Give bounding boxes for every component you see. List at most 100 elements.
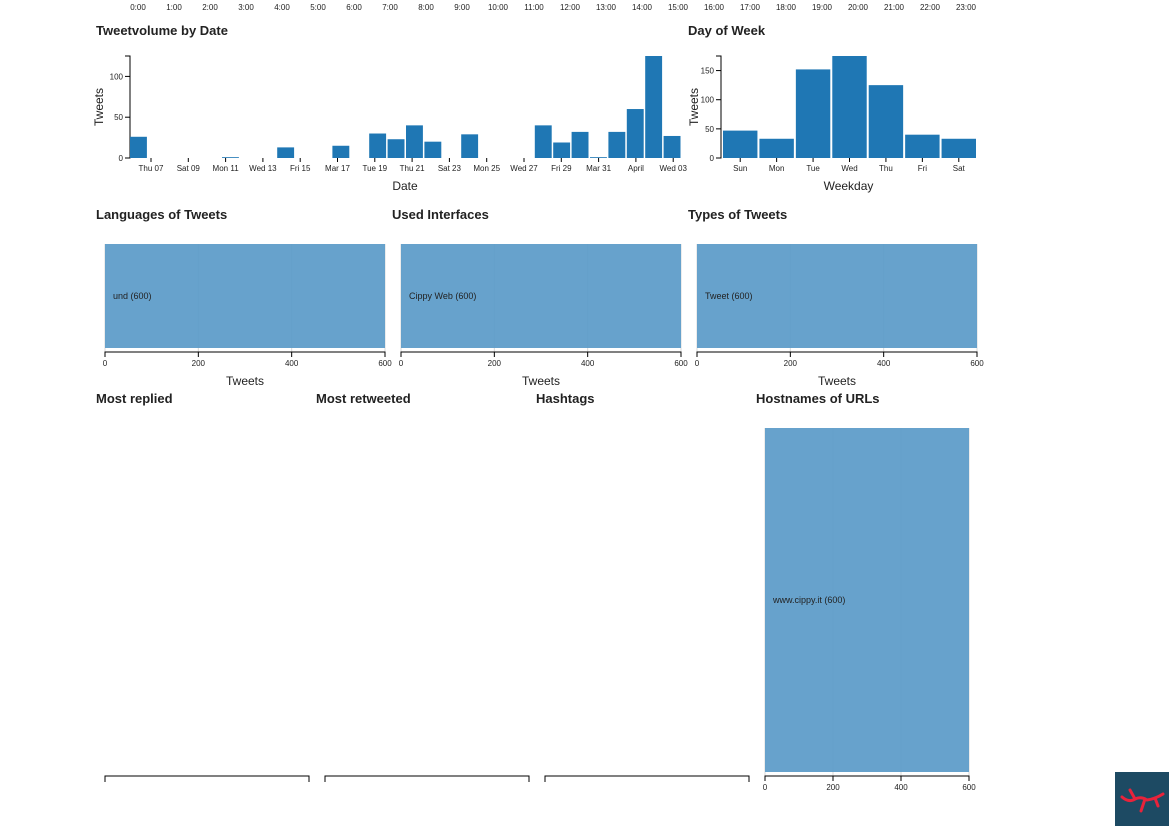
y-tick-label: 50 — [114, 113, 123, 122]
y-tick-label: 50 — [705, 125, 714, 134]
date-bar[interactable] — [369, 133, 387, 158]
bar-label: Cippy Web (600) — [409, 291, 476, 301]
x-tick-label: Wed 27 — [510, 164, 538, 173]
empty-axis-line — [544, 775, 750, 782]
date-bar[interactable] — [130, 136, 147, 158]
hour-label: 3:00 — [238, 3, 254, 12]
hour-label: 11:00 — [524, 3, 544, 12]
y-axis-line — [125, 55, 131, 159]
most-replied-chart — [104, 775, 310, 782]
hour-label: 12:00 — [559, 3, 581, 12]
date-bar[interactable] — [663, 135, 681, 158]
day-of-week-title: Day of Week — [688, 23, 766, 38]
date-bar[interactable] — [590, 157, 607, 158]
x-tick-label: Mon 11 — [213, 164, 240, 173]
x-tick-label: 400 — [877, 359, 891, 368]
y-axis-title: Tweets — [92, 88, 106, 126]
y-tick-label: 150 — [701, 67, 715, 76]
category-bar[interactable] — [105, 244, 385, 348]
x-tick-label: 200 — [192, 359, 206, 368]
x-tick-label: 0 — [763, 783, 768, 792]
hour-label: 8:00 — [418, 3, 434, 12]
hour-label: 18:00 — [775, 3, 797, 12]
x-tick-label: April — [628, 164, 644, 173]
x-axis-title: Tweets — [522, 374, 560, 388]
x-axis-title: Tweets — [226, 374, 264, 388]
hostnames-title: Hostnames of URLs — [756, 391, 880, 406]
x-tick-label: Wed 13 — [249, 164, 277, 173]
x-tick-label: 400 — [894, 783, 908, 792]
date-bar[interactable] — [553, 142, 571, 158]
x-axis-line — [696, 351, 978, 357]
languages-chart: und (600) 0 200 400 600 Tweets — [103, 244, 392, 388]
tweet-types-chart: Tweet (600) 0 200 400 600 Tweets — [695, 244, 984, 388]
date-bar[interactable] — [424, 141, 442, 158]
most-retweeted-chart — [324, 775, 530, 782]
date-bar[interactable] — [626, 109, 644, 158]
y-axis-line — [716, 55, 722, 159]
x-tick-label: 400 — [581, 359, 595, 368]
weekday-bar[interactable] — [941, 138, 976, 158]
x-tick-label: 600 — [962, 783, 976, 792]
y-tick-label: 0 — [119, 154, 124, 163]
hour-label: 21:00 — [883, 3, 905, 12]
weekday-bar[interactable] — [759, 138, 794, 158]
hour-label: 15:00 — [667, 3, 689, 12]
x-axis-line — [400, 351, 682, 357]
hour-label: 4:00 — [274, 3, 290, 12]
date-bar[interactable] — [461, 134, 479, 158]
weekday-bar[interactable] — [868, 85, 904, 158]
date-bar[interactable] — [571, 131, 589, 158]
hour-label: 9:00 — [454, 3, 470, 12]
x-tick-label: 0 — [399, 359, 404, 368]
empty-axis-line — [104, 775, 310, 782]
category-bar[interactable] — [765, 428, 969, 772]
weekday-bar[interactable] — [832, 56, 867, 158]
date-bar[interactable] — [222, 157, 239, 158]
weekday-bar[interactable] — [795, 69, 831, 158]
date-bar[interactable] — [277, 147, 295, 158]
date-bar[interactable] — [406, 125, 423, 158]
hour-label: 2:00 — [202, 3, 218, 12]
hour-label: 16:00 — [703, 3, 725, 12]
x-tick-label: Sat 09 — [177, 164, 201, 173]
x-tick-label: Wed 03 — [659, 164, 687, 173]
hour-label: 6:00 — [346, 3, 362, 12]
weekday-bar[interactable] — [905, 134, 940, 158]
x-tick-label: Sat 23 — [438, 164, 462, 173]
hour-label: 1:00 — [166, 3, 182, 12]
x-axis-title: Tweets — [818, 374, 856, 388]
category-bar[interactable] — [697, 244, 977, 348]
bar-label: Tweet (600) — [705, 291, 753, 301]
date-bar[interactable] — [534, 125, 552, 158]
branch-logo-icon — [1120, 788, 1165, 813]
x-axis-line — [764, 775, 970, 781]
y-tick-label: 100 — [110, 72, 124, 81]
x-tick-label: 0 — [103, 359, 108, 368]
date-bar[interactable] — [608, 131, 626, 158]
x-tick-label: 600 — [674, 359, 688, 368]
weekday-bar[interactable] — [723, 130, 758, 158]
x-tick-label: Thu — [879, 164, 893, 173]
most-replied-title: Most replied — [96, 391, 173, 406]
date-bar[interactable] — [645, 56, 663, 158]
x-tick-label: Sun — [733, 164, 747, 173]
x-tick-label: Tue — [806, 164, 820, 173]
x-tick-label: 200 — [826, 783, 840, 792]
x-tick-label: Fri 29 — [551, 164, 572, 173]
x-tick-label: Mar 31 — [586, 164, 611, 173]
x-axis-line — [104, 351, 386, 357]
x-tick-label: Mon — [769, 164, 785, 173]
date-bar[interactable] — [387, 139, 405, 158]
date-bar[interactable] — [332, 145, 350, 158]
hour-label: 22:00 — [919, 3, 941, 12]
x-tick-label: Fri 15 — [290, 164, 311, 173]
x-tick-label: Tue 19 — [362, 164, 387, 173]
x-tick-label: 600 — [378, 359, 392, 368]
x-tick-label: 200 — [784, 359, 798, 368]
hour-label: 14:00 — [631, 3, 653, 12]
x-tick-label: Sat — [953, 164, 966, 173]
x-tick-label: Mar 17 — [325, 164, 350, 173]
app-logo-button[interactable] — [1115, 772, 1169, 826]
category-bar[interactable] — [401, 244, 681, 348]
